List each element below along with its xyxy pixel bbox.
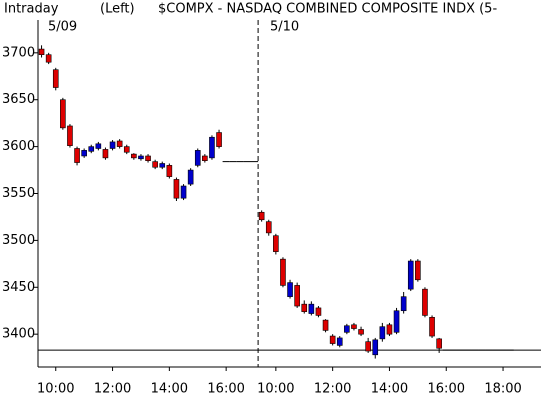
candle-body (109, 141, 116, 149)
day-label: 5/10 (270, 20, 299, 35)
x-tick-label: 16:00 (207, 382, 244, 397)
y-tick-label: 3400 (2, 327, 35, 342)
candle-body (173, 179, 180, 199)
candle-body (315, 307, 322, 316)
x-tick-label: 10:00 (37, 382, 74, 397)
y-tick-label: 3450 (2, 280, 35, 295)
candle-body (60, 99, 66, 129)
candle-body (429, 316, 435, 337)
x-tick-label: 14:00 (371, 382, 408, 397)
candle-body (287, 282, 293, 297)
candle-body (131, 153, 137, 159)
candle-body (81, 150, 87, 157)
candle-body (415, 260, 421, 281)
x-tick-label: 12:00 (94, 382, 131, 397)
candle-body (258, 211, 265, 221)
candle-body (159, 163, 166, 168)
candle-body (351, 324, 357, 329)
y-tick-label: 3550 (2, 186, 35, 201)
candle-body (308, 303, 315, 314)
candle-body (45, 54, 52, 63)
y-tick-label: 3600 (2, 139, 35, 154)
candle-body (123, 146, 130, 153)
x-tick-label: 10:00 (257, 382, 294, 397)
axis-side-label: (Left) (100, 2, 135, 17)
candle-body (386, 324, 393, 335)
y-tick-label: 3700 (2, 45, 35, 60)
candle-body (202, 155, 208, 161)
candle-body (95, 143, 102, 149)
candle-body (52, 69, 59, 88)
candle-body (38, 48, 45, 55)
candle-body (280, 258, 286, 286)
candle-body (116, 140, 123, 147)
x-tick-label: 18:00 (484, 382, 521, 397)
candle-body (67, 125, 73, 146)
candle-body (102, 149, 109, 159)
day-label: 5/09 (48, 20, 77, 35)
candle-body (145, 155, 151, 161)
candle-body (400, 296, 407, 312)
candle-body (216, 132, 222, 147)
candle-body (336, 337, 343, 346)
candle-body (436, 338, 442, 349)
candle-body (88, 146, 95, 152)
candle-body (209, 136, 215, 159)
candle-body (265, 221, 272, 234)
candle-body (329, 335, 336, 344)
candle-body (422, 288, 428, 316)
candle-body (372, 339, 379, 356)
chart-title: $COMPX - NASDAQ COMBINED COMPOSITE INDX … (158, 2, 497, 17)
candle-body (138, 155, 144, 160)
x-tick-label: 14:00 (151, 382, 188, 397)
candle-body (393, 310, 400, 333)
candle-body (273, 235, 279, 252)
x-tick-label: 12:00 (314, 382, 351, 397)
candle-body (166, 165, 173, 177)
candle-body (407, 260, 414, 290)
candle-body (344, 325, 350, 333)
y-tick-label: 3650 (2, 92, 35, 107)
candle-body (180, 185, 187, 199)
candle-body (358, 329, 364, 335)
candle-body (301, 303, 308, 312)
candle-body (187, 169, 194, 185)
candle-body (379, 326, 386, 340)
period-label: Intraday (4, 2, 59, 17)
candle-body (294, 285, 300, 307)
candle-body (74, 148, 80, 163)
x-tick-label: 16:00 (428, 382, 465, 397)
candle-body (322, 319, 329, 331)
y-tick-label: 3500 (2, 233, 35, 248)
candle-body (194, 150, 201, 166)
candle-body (152, 161, 158, 168)
candle-body (365, 341, 371, 352)
